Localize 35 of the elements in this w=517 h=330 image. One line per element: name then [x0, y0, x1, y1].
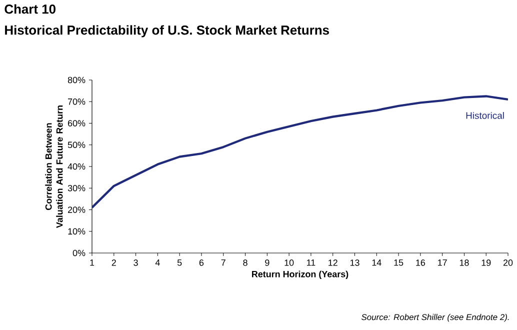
- chart-subtitle: Historical Predictability of U.S. Stock Market Returns: [5, 25, 329, 38]
- x-tick-label: 20: [503, 260, 513, 266]
- x-tick-label: 6: [199, 260, 204, 266]
- x-tick-label: 11: [306, 260, 316, 266]
- x-tick-label: 15: [394, 260, 404, 266]
- y-tick-label: 40%: [68, 163, 86, 170]
- y-tick-label: 50%: [68, 142, 86, 148]
- x-axis-title: Return Horizon (Years): [252, 270, 348, 280]
- x-tick-label: 1: [90, 260, 94, 266]
- x-tick-label: 19: [482, 260, 491, 266]
- x-tick-label: 8: [243, 260, 248, 266]
- y-tick-label: 60%: [68, 120, 86, 126]
- x-tick-label: 10: [284, 260, 294, 266]
- source-note: Source: Robert Shiller (see Endnote 2).: [361, 314, 509, 322]
- y-tick-label: 10%: [68, 228, 86, 235]
- x-tick-label: 13: [350, 260, 360, 266]
- x-tick-label: 9: [265, 260, 270, 266]
- y-tick-label: 20%: [68, 206, 86, 213]
- y-tick-label: 80%: [68, 76, 86, 84]
- x-tick-label: 5: [177, 260, 182, 266]
- x-tick-label: 7: [221, 260, 226, 266]
- x-tick-label: 16: [416, 260, 426, 266]
- chart-title: Chart 10: [4, 4, 56, 14]
- y-tick-label: 70%: [68, 98, 86, 105]
- x-tick-label: 4: [155, 260, 160, 266]
- y-axis-title: Correlation Between Valuation And Future Return: [45, 106, 63, 228]
- x-tick-label: 12: [328, 260, 338, 266]
- y-tick-label: 0%: [72, 250, 86, 256]
- x-tick-label: 3: [134, 260, 138, 266]
- x-tick-label: 2: [112, 260, 116, 266]
- x-tick-label: 17: [438, 260, 447, 266]
- y-tick-label: 30%: [68, 184, 86, 192]
- x-tick-label: 14: [372, 260, 382, 266]
- x-tick-label: 18: [460, 260, 469, 266]
- series-label: Historical: [466, 112, 504, 119]
